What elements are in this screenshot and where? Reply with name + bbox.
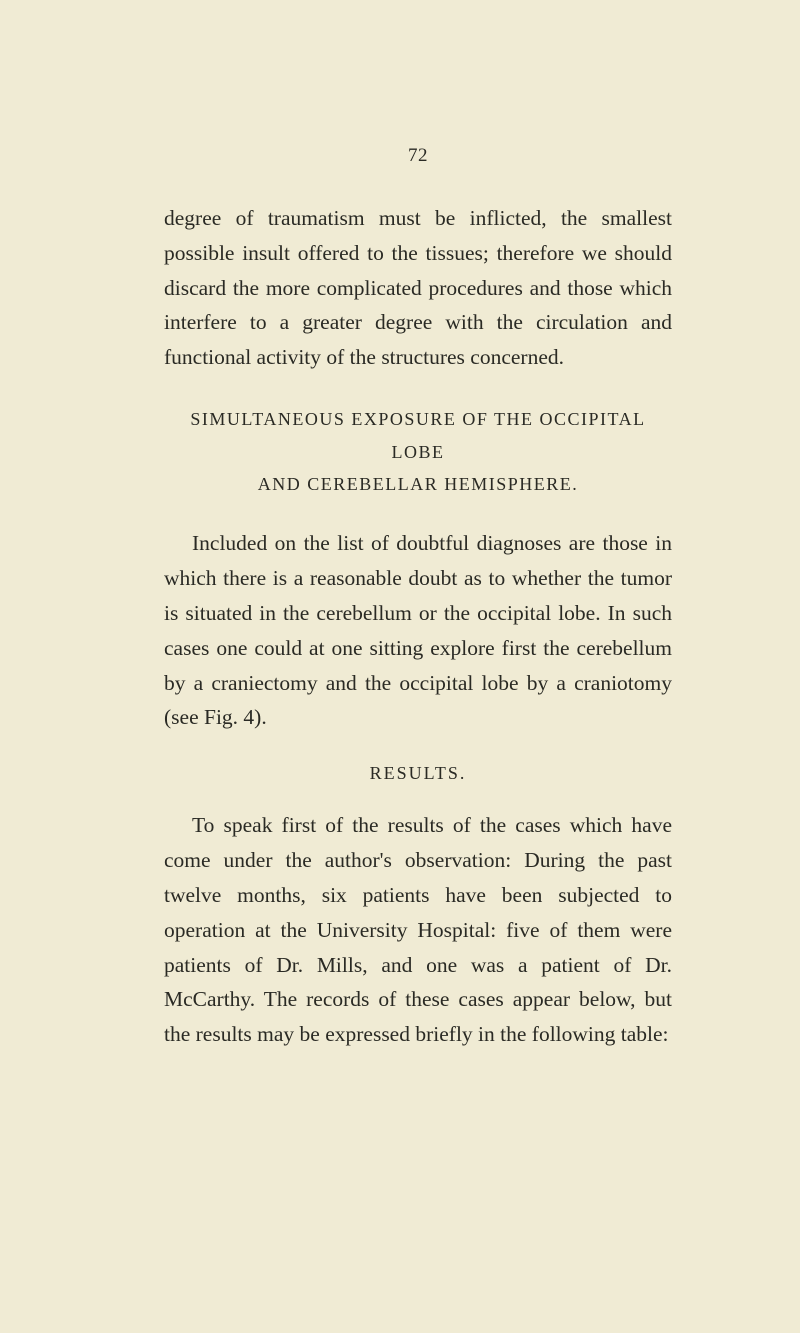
- heading-line-2: AND CEREBELLAR HEMISPHERE.: [258, 474, 579, 494]
- heading-line-1: SIMULTANEOUS EXPOSURE OF THE OCCIPITAL L…: [190, 409, 645, 461]
- section-heading-simultaneous-exposure: SIMULTANEOUS EXPOSURE OF THE OCCIPITAL L…: [164, 403, 672, 500]
- paragraph-3: To speak first of the results of the cas…: [164, 808, 672, 1052]
- page-number: 72: [164, 145, 672, 167]
- paragraph-1: degree of traumatism must be inflicted, …: [164, 201, 672, 375]
- page-container: 72 degree of traumatism must be inflicte…: [0, 0, 800, 1333]
- section-heading-results: RESULTS.: [164, 763, 672, 784]
- paragraph-2: Included on the list of doubtful diagnos…: [164, 526, 672, 735]
